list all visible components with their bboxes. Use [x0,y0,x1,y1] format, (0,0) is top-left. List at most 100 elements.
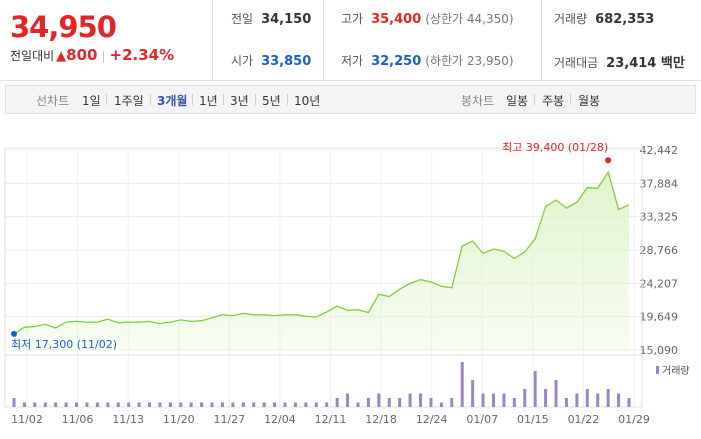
volume-bar [356,402,360,407]
high-annotation: 최고 39,400 (01/28) [502,141,608,154]
tab-monthly[interactable]: 월봉 [578,94,601,108]
volume-bar [366,398,370,407]
x-tick-label: 01/22 [568,413,600,426]
price-area [14,172,629,350]
x-tick-label: 12/18 [365,413,397,426]
x-tick-label: 01/07 [466,413,498,426]
tab-daily[interactable]: 일봉 [506,94,529,108]
volume-bar [596,393,600,407]
chart-period-tabs: 선차트 1일 1주일 3개월 1년 3년 5년 10년 봉차트 일봉 주봉 월봉 [5,85,696,114]
price-summary: 34,950 전일대비 ▲800 | +2.34% [0,0,213,80]
volume-bar [387,398,391,407]
volume-legend-label: 거래량 [662,365,690,377]
high-marker [605,157,612,164]
price-change: 전일대비 ▲800 | +2.34% [10,46,175,64]
volume-bar [304,402,308,407]
y-tick-label: 33,325 [640,211,679,224]
volume-bar [54,402,58,407]
y-tick-label: 24,207 [640,277,679,290]
volume-legend-swatch [656,366,659,374]
volume-bar [491,393,495,407]
volume-bar [95,402,99,407]
volume-bar [64,402,68,407]
volume-bar [512,398,516,407]
change-label: 전일대비 [10,49,55,63]
volume-bar [241,402,245,407]
volume-bar [137,402,141,407]
volume-bar [148,402,152,407]
volume-bar [554,380,558,407]
volume-bar [346,393,350,407]
x-tick-label: 11/02 [11,413,43,426]
tab-1d[interactable]: 1일 [82,94,101,108]
volume-bar [398,398,402,407]
tab-3m[interactable]: 3개월 [157,94,188,108]
open-price: 시가 33,850 [231,54,312,69]
tab-weekly[interactable]: 주봉 [542,94,565,108]
volume-bar [43,402,47,407]
tab-1w[interactable]: 1주일 [114,94,144,108]
volume-bar [460,362,464,407]
volume-info: 거래량 682,353 [554,12,655,27]
volume-bar [200,402,204,407]
x-tick-label: 01/15 [517,413,549,426]
volume-bar [273,402,277,407]
volume-bar [606,389,610,407]
volume-bar [293,402,297,407]
volume-bar [533,371,537,407]
price-line [13,170,630,335]
volume-bar [12,398,16,407]
info-divider [541,0,542,80]
tab-5y[interactable]: 5년 [262,94,281,108]
volume-bar [419,393,423,407]
volume-bar [575,393,579,407]
x-tick-label: 12/24 [416,413,448,426]
volume-bar [544,389,548,407]
volume-bar [325,402,329,407]
y-tick-label: 37,884 [640,177,679,190]
price-chart-svg: 42,442 37,884 33,325 28,766 24,207 19,649 15,0… [4,141,690,426]
candle-chart-label: 봉차트 [461,94,495,108]
volume-bar [210,402,214,407]
volume-bar [22,402,26,407]
volume-bar [252,402,256,407]
volume-bar [127,402,131,407]
volume-bar [335,398,339,407]
change-percent: +2.34% [109,46,175,64]
tab-1y[interactable]: 1년 [199,94,218,108]
volume-bar [283,402,287,407]
tab-10y[interactable]: 10년 [294,94,321,108]
volume-bar [439,402,443,407]
quote-header: 34,950 전일대비 ▲800 | +2.34% 전일 34,150 시가 33,850… [0,0,701,81]
volume-bar [179,402,183,407]
current-price: 34,950 [10,10,117,44]
price-chart: 42,442 37,884 33,325 28,766 24,207 19,649 15,0… [0,120,701,435]
prev-close: 전일 34,150 [231,12,312,27]
x-tick-label: 11/20 [163,413,195,426]
volume-bar [450,398,454,407]
line-chart-label: 선차트 [36,94,70,108]
y-tick-label: 42,442 [640,144,679,157]
volume-bar [429,398,433,407]
x-tick-label: 11/06 [62,413,94,426]
x-tick-label: 11/27 [213,413,245,426]
y-tick-label: 19,649 [640,311,679,324]
volume-bar [523,389,527,407]
volume-bar [85,402,89,407]
y-tick-label: 15,090 [640,344,679,357]
x-tick-label: 12/11 [315,413,347,426]
volume-bar [168,402,172,407]
low-marker [11,330,17,337]
volume-bar [377,393,381,407]
volume-bar [481,393,485,407]
high-price: 고가 35,400 (상한가 44,350) [341,12,514,27]
up-triangle-icon: ▲ [56,49,67,64]
volume-bar [617,393,621,407]
volume-bar [502,393,506,407]
change-value: 800 [66,46,98,64]
volume-bar [75,402,79,407]
tab-3y[interactable]: 3년 [230,94,249,108]
volume-bar [189,402,193,407]
volume-bar [106,402,110,407]
volume-bar [408,393,412,407]
